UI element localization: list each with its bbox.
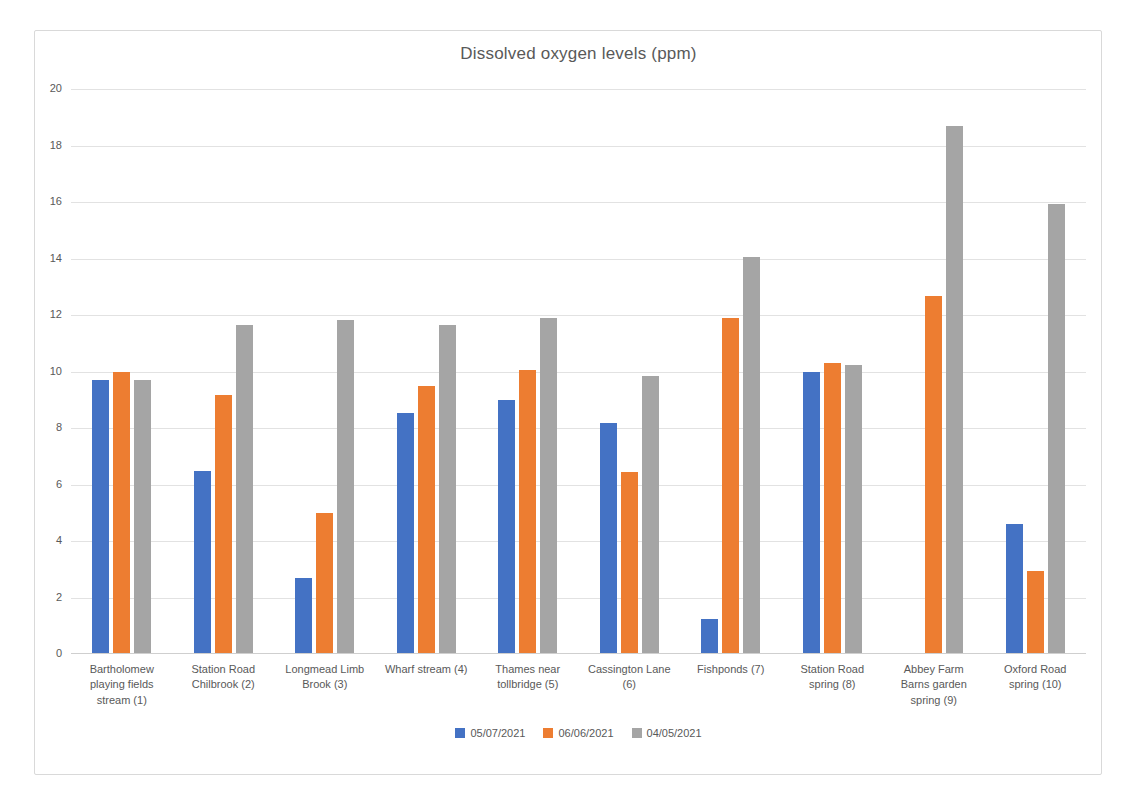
bar-group <box>883 89 985 653</box>
x-axis-labels: Bartholomew playing fields stream (1)Sta… <box>71 662 1086 708</box>
bar-group <box>579 89 681 653</box>
y-tick-label: 16 <box>50 195 62 207</box>
bar-06-06-2021 <box>113 372 130 653</box>
category-label: Bartholomew playing fields stream (1) <box>71 662 173 708</box>
bar-04-05-2021 <box>439 325 456 653</box>
legend-item: 05/07/2021 <box>455 727 525 739</box>
y-tick-label: 4 <box>56 534 62 546</box>
bar-group <box>376 89 478 653</box>
bar-group <box>71 89 173 653</box>
bar-04-05-2021 <box>337 320 354 653</box>
bar-06-06-2021 <box>925 296 942 653</box>
bar-group <box>173 89 275 653</box>
legend-label: 06/06/2021 <box>558 727 613 739</box>
y-tick-label: 12 <box>50 308 62 320</box>
category-label: Abbey Farm Barns garden spring (9) <box>883 662 985 708</box>
legend-item: 04/05/2021 <box>632 727 702 739</box>
legend: 05/07/2021 06/06/2021 04/05/2021 <box>71 727 1086 739</box>
bar-group <box>985 89 1087 653</box>
category-label: Thames near tollbridge (5) <box>477 662 579 708</box>
legend-label: 05/07/2021 <box>470 727 525 739</box>
category-label: Station Road Chilbrook (2) <box>173 662 275 708</box>
bar-05-07-2021 <box>92 380 109 653</box>
bar-05-07-2021 <box>397 413 414 653</box>
y-tick-label: 18 <box>50 139 62 151</box>
bar-06-06-2021 <box>722 318 739 653</box>
bar-05-07-2021 <box>194 471 211 653</box>
bar-group <box>477 89 579 653</box>
plot-area <box>71 89 1086 654</box>
bar-05-07-2021 <box>498 400 515 653</box>
bar-groups <box>71 89 1086 653</box>
bar-06-06-2021 <box>621 472 638 653</box>
y-tick-label: 20 <box>50 82 62 94</box>
bar-06-06-2021 <box>519 370 536 653</box>
series-1-legend-swatch <box>455 728 465 738</box>
bar-04-05-2021 <box>236 325 253 653</box>
bar-05-07-2021 <box>803 372 820 653</box>
bar-06-06-2021 <box>316 513 333 653</box>
y-tick-label: 14 <box>50 252 62 264</box>
chart-frame: Dissolved oxygen levels (ppm) 0 2 4 6 8 10 12 1… <box>34 30 1102 775</box>
bar-06-06-2021 <box>1027 571 1044 653</box>
y-tick-label: 10 <box>50 365 62 377</box>
bar-group <box>274 89 376 653</box>
category-label: Longmead Limb Brook (3) <box>274 662 376 708</box>
bar-04-05-2021 <box>642 376 659 653</box>
legend-item: 06/06/2021 <box>543 727 613 739</box>
bar-group <box>782 89 884 653</box>
bar-06-06-2021 <box>824 363 841 653</box>
bar-05-07-2021 <box>295 578 312 653</box>
bar-05-07-2021 <box>1006 524 1023 653</box>
y-tick-label: 8 <box>56 421 62 433</box>
bar-04-05-2021 <box>134 380 151 653</box>
bar-04-05-2021 <box>1048 204 1065 653</box>
bar-04-05-2021 <box>845 365 862 653</box>
y-axis-labels: 0 2 4 6 8 10 12 14 16 18 20 <box>35 31 65 776</box>
bar-06-06-2021 <box>215 395 232 653</box>
y-tick-label: 6 <box>56 478 62 490</box>
bar-06-06-2021 <box>418 386 435 653</box>
bar-05-07-2021 <box>600 423 617 653</box>
category-label: Station Road spring (8) <box>782 662 884 708</box>
series-2-legend-swatch <box>543 728 553 738</box>
category-label: Oxford Road spring (10) <box>985 662 1087 708</box>
category-label: Fishponds (7) <box>680 662 782 708</box>
bar-group <box>680 89 782 653</box>
legend-label: 04/05/2021 <box>647 727 702 739</box>
bar-05-07-2021 <box>701 619 718 653</box>
category-label: Wharf stream (4) <box>376 662 478 708</box>
bar-04-05-2021 <box>743 257 760 653</box>
bar-04-05-2021 <box>540 318 557 653</box>
category-label: Cassington Lane (6) <box>579 662 681 708</box>
series-3-legend-swatch <box>632 728 642 738</box>
chart-title: Dissolved oxygen levels (ppm) <box>71 44 1086 64</box>
y-tick-label: 0 <box>56 647 62 659</box>
bar-04-05-2021 <box>946 126 963 653</box>
y-tick-label: 2 <box>56 591 62 603</box>
